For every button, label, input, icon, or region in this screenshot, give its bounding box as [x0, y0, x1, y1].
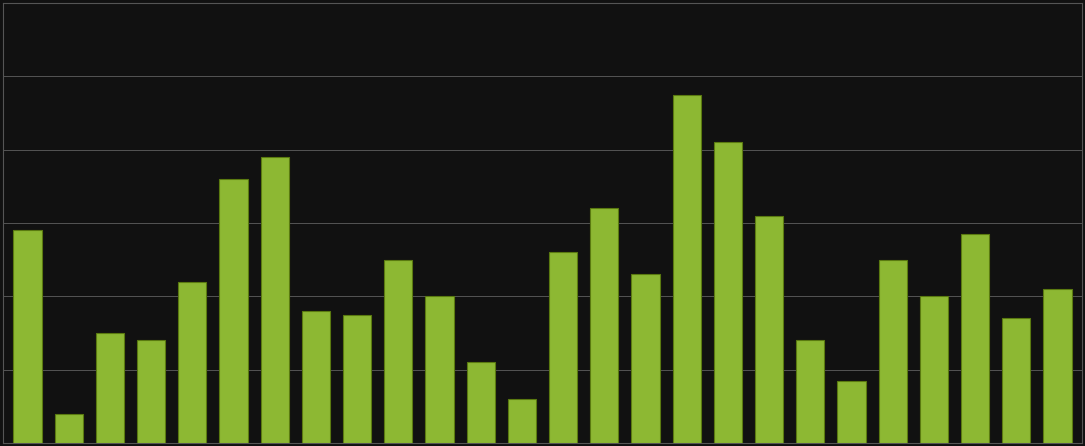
Bar: [343, 315, 371, 443]
Bar: [467, 363, 495, 443]
Bar: [796, 340, 825, 443]
Bar: [219, 179, 247, 443]
Bar: [631, 274, 660, 443]
Bar: [755, 216, 783, 443]
Bar: [1044, 289, 1072, 443]
Bar: [920, 297, 948, 443]
Bar: [673, 95, 701, 443]
Bar: [137, 340, 165, 443]
Bar: [879, 260, 907, 443]
Bar: [260, 157, 289, 443]
Bar: [961, 234, 990, 443]
Bar: [1003, 318, 1031, 443]
Bar: [384, 260, 412, 443]
Bar: [590, 208, 618, 443]
Bar: [54, 414, 82, 443]
Bar: [302, 311, 330, 443]
Bar: [425, 297, 454, 443]
Bar: [178, 282, 206, 443]
Bar: [549, 252, 577, 443]
Bar: [714, 142, 742, 443]
Bar: [95, 333, 124, 443]
Bar: [508, 399, 536, 443]
Bar: [838, 381, 866, 443]
Bar: [13, 230, 41, 443]
